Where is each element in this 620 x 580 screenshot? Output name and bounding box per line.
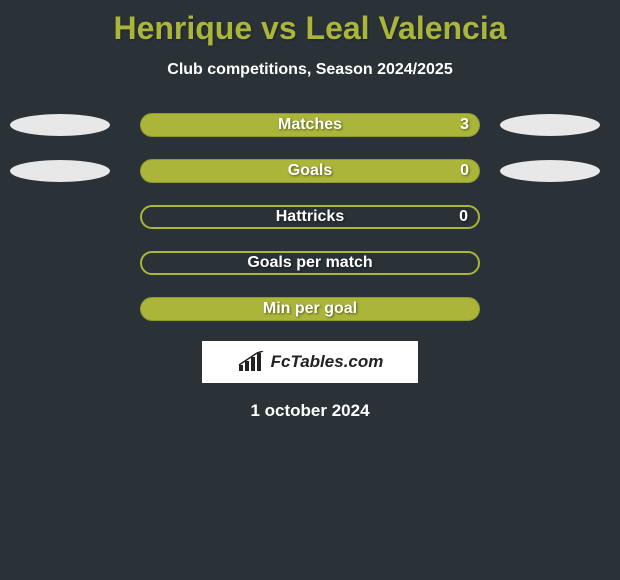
stat-bar: Min per goal: [140, 297, 480, 321]
stat-bar: Hattricks 0: [140, 205, 480, 229]
player-right-ellipse: [500, 160, 600, 182]
source-badge: FcTables.com: [202, 341, 418, 383]
stat-label: Min per goal: [263, 300, 357, 318]
stat-row: Goals per match: [0, 251, 620, 275]
page-title: Henrique vs Leal Valencia: [113, 10, 506, 47]
stat-label: Matches: [278, 116, 342, 134]
stat-label: Goals: [288, 162, 332, 180]
page-subtitle: Club competitions, Season 2024/2025: [167, 61, 452, 79]
stat-rows: Matches 3 Goals 0 Hattricks 0 Goals per match M…: [0, 113, 620, 321]
stat-row: Goals 0: [0, 159, 620, 183]
stat-row: Hattricks 0: [0, 205, 620, 229]
stat-label: Hattricks: [276, 208, 344, 226]
stat-bar: Matches 3: [140, 113, 480, 137]
stat-value: 0: [459, 208, 468, 226]
player-left-ellipse: [10, 160, 110, 182]
stat-label: Goals per match: [247, 254, 372, 272]
player-right-ellipse: [500, 114, 600, 136]
stat-value: 0: [460, 162, 469, 180]
stat-bar: Goals 0: [140, 159, 480, 183]
stat-row: Matches 3: [0, 113, 620, 137]
bar-chart-icon: [237, 351, 265, 373]
stat-row: Min per goal: [0, 297, 620, 321]
date-label: 1 october 2024: [250, 401, 369, 421]
comparison-card: Henrique vs Leal Valencia Club competiti…: [0, 0, 620, 421]
stat-value: 3: [460, 116, 469, 134]
player-left-ellipse: [10, 114, 110, 136]
source-badge-text: FcTables.com: [271, 352, 384, 372]
stat-bar: Goals per match: [140, 251, 480, 275]
